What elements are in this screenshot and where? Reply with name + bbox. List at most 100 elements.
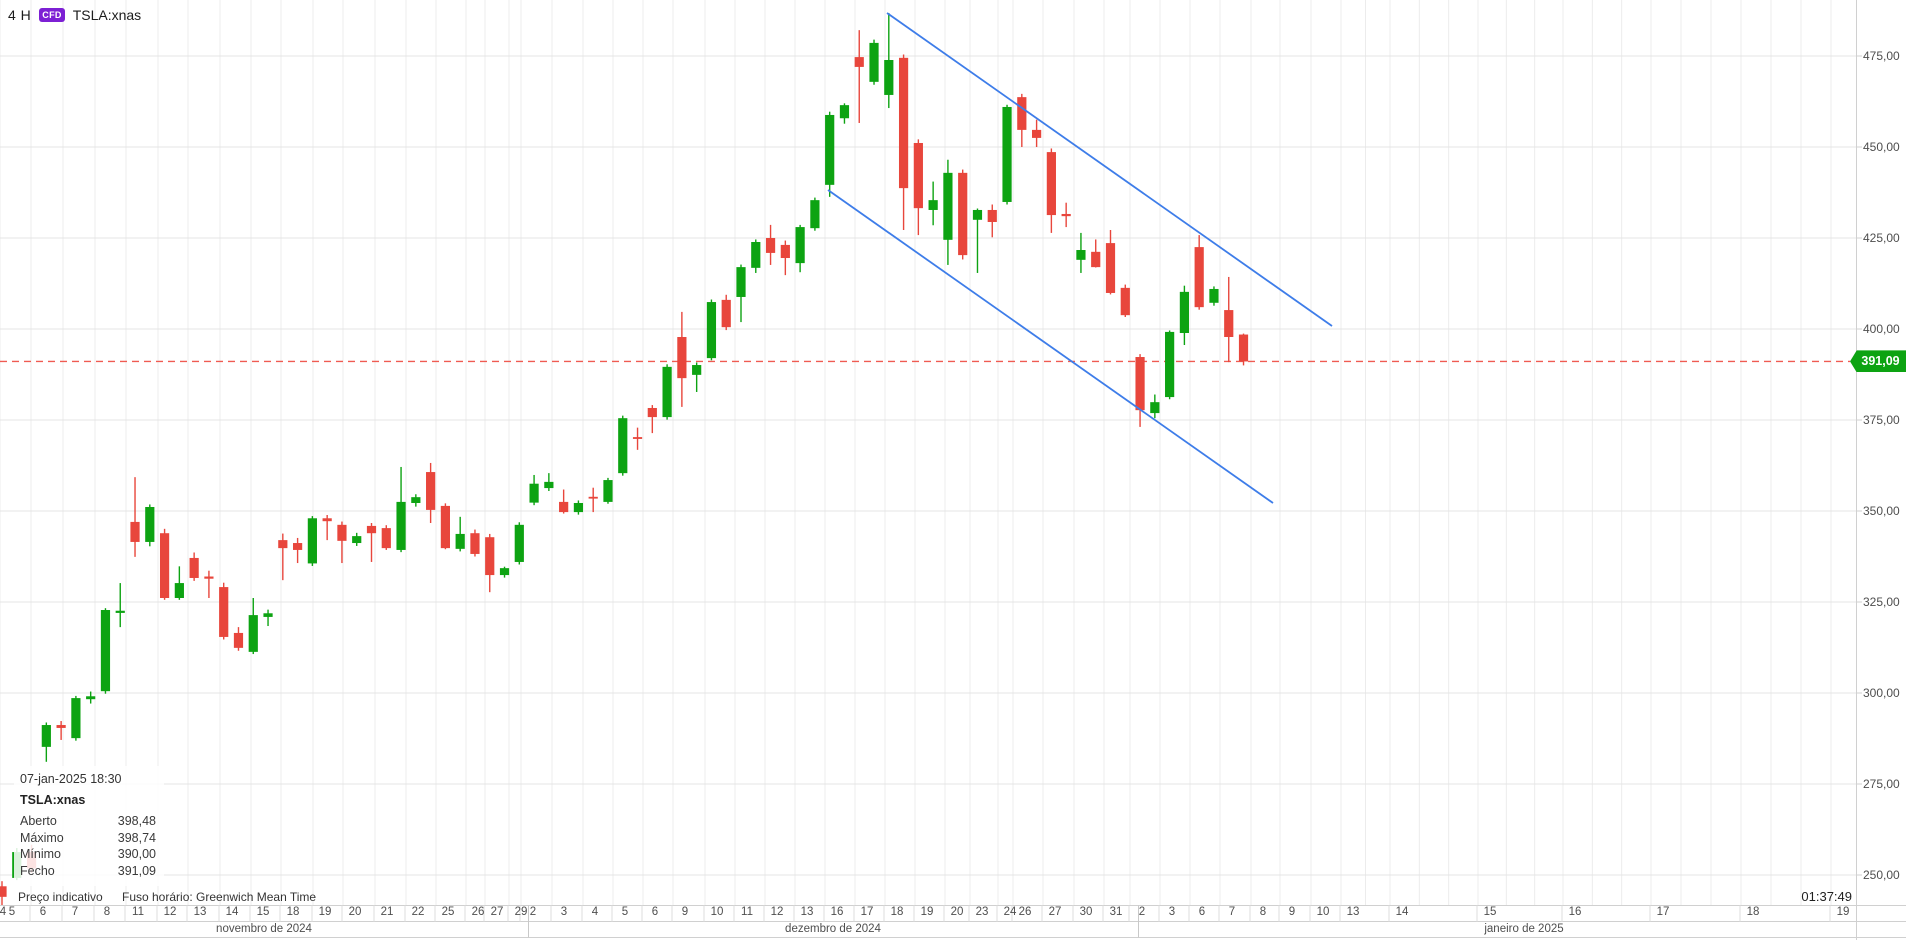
candle	[1032, 119, 1042, 147]
candle	[470, 529, 480, 557]
price-indicative-note: Preço indicativo	[18, 890, 103, 904]
candle	[544, 473, 554, 491]
day-tick-label: 19	[1836, 906, 1850, 918]
candle	[396, 466, 406, 553]
day-tick-label: 17	[860, 906, 874, 918]
day-tick-label: 10	[710, 906, 724, 918]
candle	[293, 537, 303, 564]
day-tick-label: 19	[920, 906, 934, 918]
candle	[618, 415, 628, 476]
candle	[485, 533, 495, 593]
ohlc-row: Aberto 398,48	[20, 814, 156, 829]
ohlc-field-label: Aberto	[20, 814, 57, 828]
day-tick-label: 4	[591, 906, 599, 918]
candle	[100, 608, 111, 694]
candle	[913, 139, 923, 236]
price-axis-label: 375,00	[1863, 412, 1900, 427]
ohlc-row: Máximo 398,74	[20, 831, 156, 846]
candle	[884, 13, 894, 109]
candle	[1017, 93, 1027, 147]
current-price-tag: 391,09	[1850, 350, 1906, 373]
day-tick-label: 5	[621, 906, 629, 918]
day-tick-label: 24	[1003, 906, 1017, 918]
candle	[898, 54, 909, 230]
candle	[677, 311, 687, 407]
ohlc-field-label: Fecho	[20, 863, 55, 878]
trendlines	[827, 12, 1333, 504]
day-tick-label: 11	[741, 906, 753, 918]
candle	[1165, 330, 1175, 400]
ohlc-field-value: 391,09	[117, 863, 156, 878]
candle	[263, 609, 273, 627]
price-axis-label: 250,00	[1863, 867, 1900, 882]
day-tick-label: 13	[1346, 906, 1360, 918]
candle	[189, 552, 199, 581]
candle	[514, 522, 524, 565]
price-axis-label: 450,00	[1863, 139, 1900, 154]
candle	[603, 477, 613, 504]
day-tick-label: 18	[1746, 906, 1760, 918]
timeframe-selector[interactable]: 4 H	[8, 7, 32, 23]
candle	[352, 532, 362, 546]
candle	[854, 30, 864, 123]
candle	[41, 722, 51, 762]
cfd-badge: CFD	[39, 8, 65, 22]
day-tick-label: 15	[256, 906, 270, 918]
candle	[366, 523, 377, 562]
day-tick-label: 17	[1656, 906, 1670, 918]
day-tick-label: 27	[490, 906, 504, 918]
day-tick-label: 16	[1568, 906, 1582, 918]
candle	[307, 516, 317, 566]
price-axis-label: 425,00	[1863, 230, 1900, 245]
candle	[426, 462, 436, 524]
candle	[130, 477, 140, 557]
day-tick-label: 29	[514, 906, 528, 918]
candle	[706, 299, 717, 361]
candle	[1120, 284, 1130, 317]
day-tick-label: 7	[1228, 906, 1236, 918]
candle	[825, 111, 835, 197]
candle	[174, 566, 184, 600]
candle	[233, 627, 244, 651]
candle	[869, 39, 879, 85]
ohlc-row: Fecho 391,09	[20, 864, 156, 879]
day-tick-label: 16	[830, 906, 844, 918]
candle	[278, 533, 288, 581]
price-axis-label: 400,00	[1863, 321, 1900, 336]
day-tick-label: 8	[1259, 906, 1267, 918]
ohlc-field-value: 390,00	[117, 847, 156, 861]
candle	[145, 504, 155, 547]
day-tick-label: 30	[1079, 906, 1093, 918]
ohlc-row: Mínimo 390,00	[20, 847, 156, 862]
candle	[987, 204, 997, 238]
candle	[573, 500, 584, 515]
price-axis-label: 325,00	[1863, 594, 1900, 609]
day-tick-label: 7	[71, 906, 79, 918]
candle	[0, 881, 7, 906]
tooltip-datetime: 07-jan-2025 18:30	[20, 772, 122, 786]
candle	[928, 181, 938, 226]
month-tick-label: dezembro de 2024	[785, 922, 881, 935]
candle	[943, 159, 953, 265]
candle	[692, 362, 702, 392]
day-tick-label: 18	[286, 906, 300, 918]
day-tick-label: 10	[1316, 906, 1330, 918]
symbol-label[interactable]: TSLA:xnas	[72, 7, 142, 23]
candle-countdown: 01:37:49	[1801, 889, 1852, 904]
day-tick-label: 23	[975, 906, 989, 918]
candle	[411, 494, 421, 507]
day-tick-label: 27	[1048, 906, 1062, 918]
candle	[972, 208, 983, 273]
candle	[322, 515, 332, 541]
day-tick-label: 2	[529, 906, 537, 918]
candle	[1135, 354, 1145, 427]
day-tick-label: 2	[1138, 906, 1146, 918]
day-tick-label: 3	[560, 906, 568, 918]
day-tick-label: 13	[193, 906, 207, 918]
day-tick-label: 19	[318, 906, 332, 918]
day-tick-label: 6	[651, 906, 659, 918]
candle	[381, 525, 391, 550]
